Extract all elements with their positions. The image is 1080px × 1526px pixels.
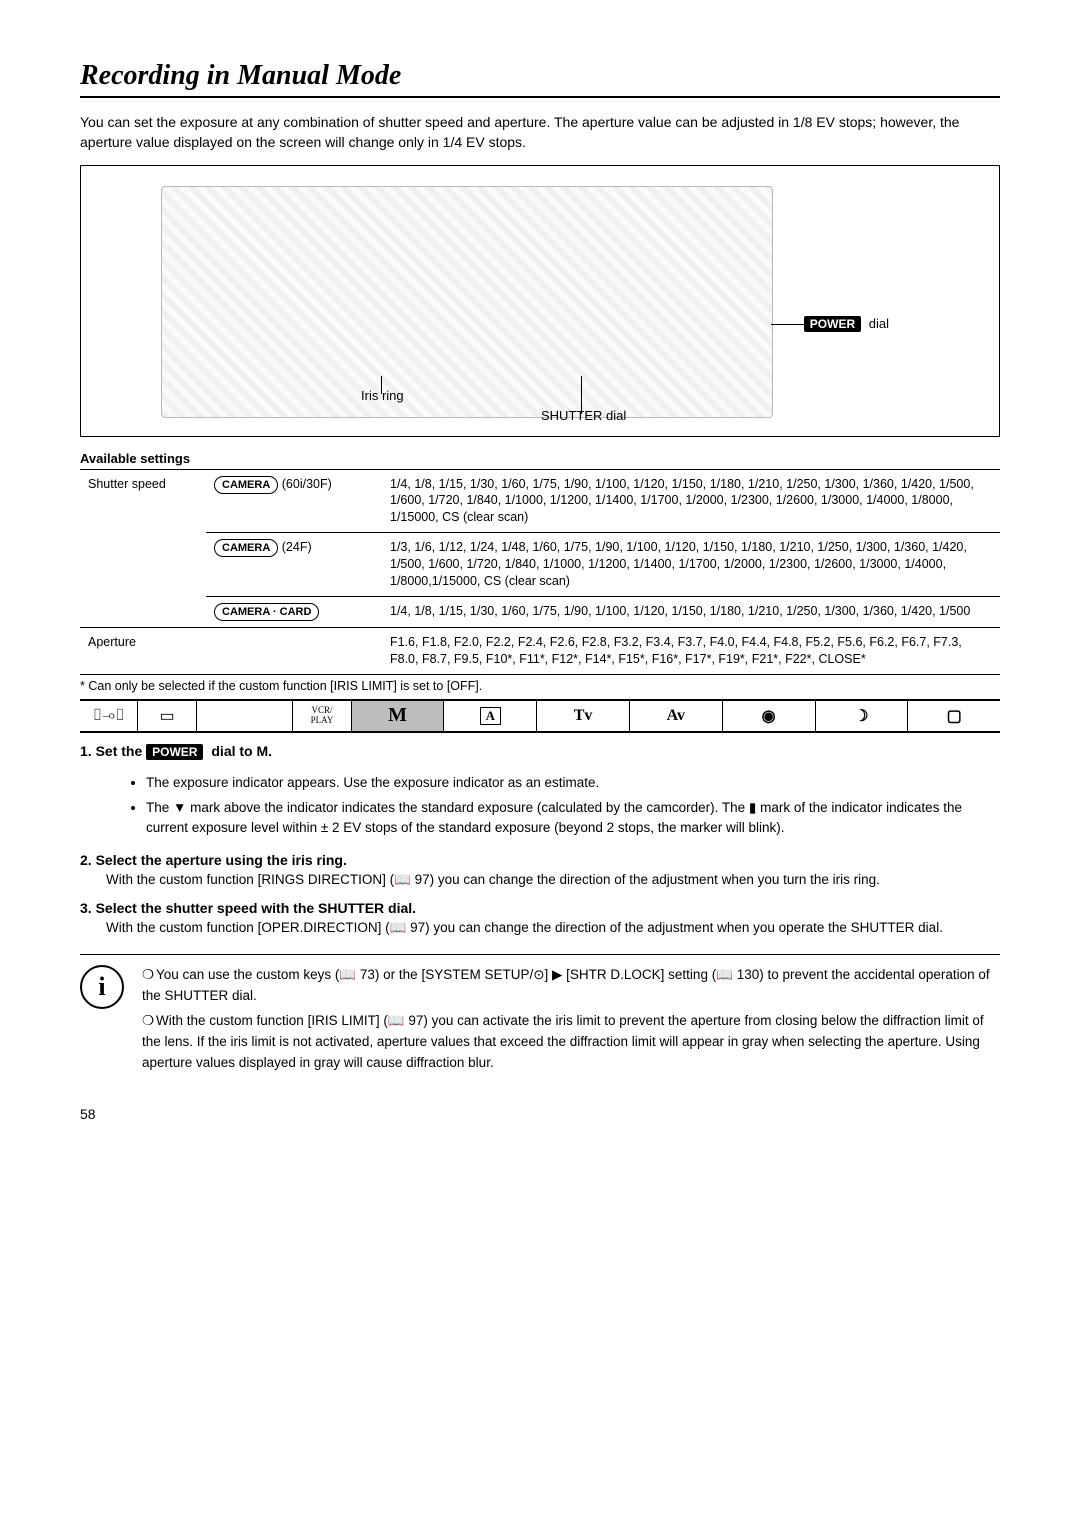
- mode-a: A: [444, 701, 537, 731]
- cell-mode-24f: CAMERA (24F): [206, 533, 382, 597]
- table-footnote: * Can only be selected if the custom fun…: [80, 679, 1000, 693]
- page-title: Recording in Manual Mode: [80, 60, 1000, 92]
- mode-blank: ▢: [908, 701, 1000, 731]
- step-1-title: 1. Set the POWER dial to M.: [80, 743, 1000, 760]
- info-body: ❍You can use the custom keys (📖 73) or t…: [142, 965, 1000, 1078]
- info-p2: With the custom function [IRIS LIMIT] (📖…: [142, 1013, 984, 1070]
- label-shutter-dial: SHUTTER dial: [541, 408, 626, 423]
- step-3-body: With the custom function [OPER.DIRECTION…: [106, 918, 1000, 938]
- cell-values-60i: 1/4, 1/8, 1/15, 1/30, 1/60, 1/75, 1/90, …: [382, 469, 1000, 533]
- available-settings-heading: Available settings: [80, 451, 1000, 466]
- label-power-suffix: dial: [865, 316, 889, 331]
- info-row: i ❍You can use the custom keys (📖 73) or…: [80, 965, 1000, 1078]
- step1-post: dial to M.: [207, 743, 272, 759]
- intro-paragraph: You can set the exposure at any combinat…: [80, 112, 1000, 153]
- mode-icon-card: ▭: [138, 701, 196, 731]
- cell-values-24f: 1/3, 1/6, 1/12, 1/24, 1/48, 1/60, 1/75, …: [382, 533, 1000, 597]
- mode-suffix: (60i/30F): [278, 477, 332, 491]
- step1-bullet-2: The ▼ mark above the indicator indicates…: [146, 798, 1000, 839]
- step-3-title: 3. Select the shutter speed with the SHU…: [80, 900, 1000, 916]
- cell-mode-60i: CAMERA (60i/30F): [206, 469, 382, 533]
- info-p1: You can use the custom keys (📖 73) or th…: [142, 967, 990, 1003]
- step1-pre: 1. Set the: [80, 743, 146, 759]
- camera-badge: CAMERA: [214, 539, 278, 557]
- step-1-body: The exposure indicator appears. Use the …: [106, 773, 1000, 838]
- mode-spotlight: ◉: [723, 701, 816, 731]
- step1-bullet-1: The exposure indicator appears. Use the …: [146, 773, 1000, 793]
- camera-diagram-placeholder: [161, 186, 773, 418]
- cell-aperture-values: F1.6, F1.8, F2.0, F2.2, F2.4, F2.6, F2.8…: [382, 627, 1000, 674]
- mode-av: Av: [630, 701, 723, 731]
- cell-aperture-label: Aperture: [80, 627, 206, 674]
- mode-strip: ⌷⊸⌷ ▭ VCR/ PLAY M A Tv Av ◉ ☽ ▢: [80, 699, 1000, 733]
- cell-aperture-mode: [206, 627, 382, 674]
- mode-vcr-play: VCR/ PLAY: [293, 701, 351, 731]
- page-number: 58: [80, 1106, 1000, 1122]
- cell-values-card: 1/4, 1/8, 1/15, 1/30, 1/60, 1/75, 1/90, …: [382, 596, 1000, 627]
- mode-night: ☽: [816, 701, 909, 731]
- mode-icon-tape: ⌷⊸⌷: [80, 701, 138, 731]
- camera-badge: CAMERA: [214, 476, 278, 494]
- mode-suffix: (24F): [278, 540, 311, 554]
- title-rule: [80, 96, 1000, 98]
- label-power-dial: POWER dial: [804, 316, 889, 332]
- cell-mode-card: CAMERA · CARD: [206, 596, 382, 627]
- power-badge: POWER: [804, 316, 861, 332]
- power-badge: POWER: [146, 744, 203, 760]
- label-iris-ring: Iris ring: [361, 388, 404, 403]
- step-2-body: With the custom function [RINGS DIRECTIO…: [106, 870, 1000, 890]
- camera-card-badge: CAMERA · CARD: [214, 603, 319, 621]
- diagram-box: POWER dial Iris ring SHUTTER dial: [80, 165, 1000, 437]
- mode-tv: Tv: [537, 701, 630, 731]
- step-2-title: 2. Select the aperture using the iris ri…: [80, 852, 1000, 868]
- info-divider: [80, 954, 1000, 955]
- cell-shutter-label: Shutter speed: [80, 469, 206, 627]
- mode-gap: [197, 701, 294, 731]
- mode-m: M: [352, 701, 445, 731]
- info-icon: i: [80, 965, 124, 1009]
- settings-table: Shutter speed CAMERA (60i/30F) 1/4, 1/8,…: [80, 469, 1000, 675]
